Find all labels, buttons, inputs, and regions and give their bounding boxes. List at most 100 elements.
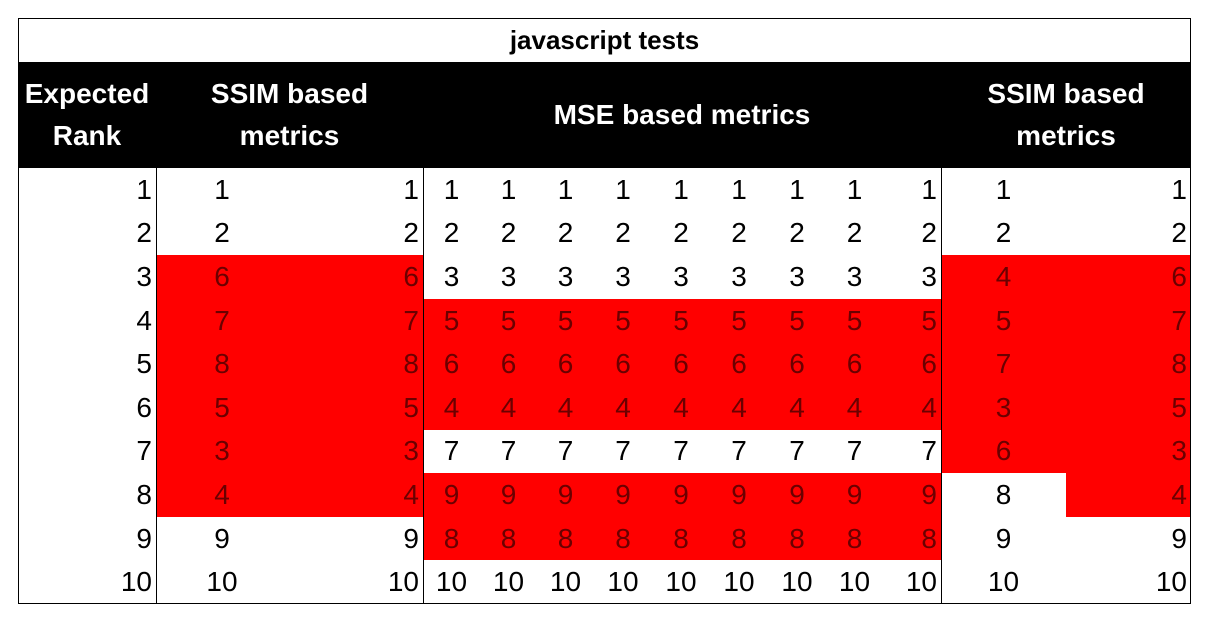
rank-cell: 2 [789, 217, 805, 249]
column-divider [1190, 168, 1191, 604]
rank-cell: 2 [731, 217, 747, 249]
rank-cell: 2 [615, 217, 631, 249]
rank-cell: 2 [673, 217, 689, 249]
rank-cell: 6 [883, 342, 941, 386]
rank-cell: 7 [500, 435, 517, 467]
column-divider [423, 168, 424, 604]
rank-cell: 8 [768, 516, 826, 561]
rank-cell: 2 [846, 217, 863, 249]
rank-cell: 4 [288, 473, 423, 517]
rank-cell: 10 [987, 566, 1020, 598]
rank-cell: 4 [537, 386, 594, 430]
rank-cell: 6 [652, 342, 710, 386]
rank-cell: 3 [921, 260, 937, 292]
rank-cell: 10 [838, 566, 871, 598]
rank-cell: 4 [480, 386, 537, 430]
expected-rank-cell: 3 [136, 260, 152, 292]
column-divider [941, 168, 942, 604]
rank-cell: 8 [480, 516, 537, 561]
rank-cell: 8 [995, 478, 1012, 510]
rank-cell: 6 [594, 342, 652, 386]
rank-cell: 8 [423, 516, 480, 561]
rank-cell: 1 [557, 173, 574, 205]
rank-cell: 3 [731, 260, 747, 292]
rank-cell: 10 [607, 566, 639, 598]
rank-cell: 7 [941, 342, 1066, 386]
rank-cell: 6 [941, 429, 1066, 474]
rank-cell: 3 [789, 260, 805, 292]
rank-cell: 9 [403, 522, 419, 554]
expected-rank-cell: 5 [136, 348, 152, 380]
rank-cell: 5 [826, 298, 883, 343]
rank-cell: 5 [537, 298, 594, 343]
rank-cell: 6 [480, 342, 537, 386]
rank-cell: 7 [443, 435, 460, 467]
expected-rank-cell: 1 [136, 173, 152, 205]
table-bottom-border [18, 603, 1191, 604]
rank-cell: 5 [156, 386, 288, 430]
rank-cell: 3 [615, 260, 631, 292]
rank-cell: 5 [883, 298, 941, 343]
rank-cell: 5 [768, 298, 826, 343]
rank-cell: 3 [1066, 429, 1191, 474]
rank-cell: 2 [214, 217, 230, 249]
rank-cell: 7 [557, 435, 574, 467]
rank-cell: 9 [710, 473, 768, 517]
rank-cell: 4 [941, 255, 1066, 299]
rank-cell: 6 [768, 342, 826, 386]
rank-cell: 1 [1171, 173, 1187, 205]
rank-cell: 6 [156, 255, 288, 299]
rank-cell: 2 [443, 217, 460, 249]
rank-cell: 3 [156, 429, 288, 474]
rank-cell: 1 [731, 173, 747, 205]
rank-cell: 1 [500, 173, 517, 205]
rank-cell: 3 [846, 260, 863, 292]
expected-rank-cell: 6 [136, 391, 152, 423]
rank-cell: 7 [156, 298, 288, 343]
rank-cell: 7 [731, 435, 747, 467]
rank-cell: 10 [1155, 566, 1187, 598]
rank-cell: 10 [435, 566, 468, 598]
rank-cell: 7 [615, 435, 631, 467]
rank-cell: 7 [288, 298, 423, 343]
rank-cell: 7 [921, 435, 937, 467]
expected-rank-cell: 8 [136, 478, 152, 510]
rank-cell: 1 [789, 173, 805, 205]
rank-cell: 7 [846, 435, 863, 467]
header-cell-4: SSIM based metrics [987, 78, 1145, 151]
rank-cell: 10 [549, 566, 582, 598]
rank-cell: 1 [995, 173, 1012, 205]
header-cell-2: SSIM based metrics [210, 78, 369, 151]
rank-cell: 5 [288, 386, 423, 430]
rank-cell: 4 [768, 386, 826, 430]
header-cell-3: MSE based metrics [553, 99, 811, 130]
rank-cell: 9 [214, 522, 230, 554]
rank-cell: 6 [423, 342, 480, 386]
rank-cell: 8 [1066, 342, 1191, 386]
rank-cell: 3 [941, 386, 1066, 430]
rank-cell: 4 [652, 386, 710, 430]
rank-cell: 9 [480, 473, 537, 517]
rank-cell: 5 [652, 298, 710, 343]
rank-cell: 4 [1066, 473, 1191, 517]
rank-cell: 9 [537, 473, 594, 517]
rank-cell: 3 [288, 429, 423, 474]
expected-rank-cell: 2 [136, 217, 152, 249]
expected-rank-cell: 4 [136, 304, 152, 336]
rank-cell: 8 [156, 342, 288, 386]
rank-cell: 9 [826, 473, 883, 517]
rank-cell: 1 [673, 173, 689, 205]
rank-cell: 8 [710, 516, 768, 561]
rank-cell: 7 [673, 435, 689, 467]
ranking-table: javascript tests Expected Rank SSIM based… [18, 18, 1191, 604]
rank-cell: 9 [883, 473, 941, 517]
rank-cell: 5 [1066, 386, 1191, 430]
rank-cell: 1 [921, 173, 937, 205]
rank-cell: 4 [594, 386, 652, 430]
rank-cell: 4 [826, 386, 883, 430]
rank-cell: 9 [652, 473, 710, 517]
rank-cell: 10 [665, 566, 697, 598]
rank-cell: 6 [288, 255, 423, 299]
rank-cell: 1 [403, 173, 419, 205]
